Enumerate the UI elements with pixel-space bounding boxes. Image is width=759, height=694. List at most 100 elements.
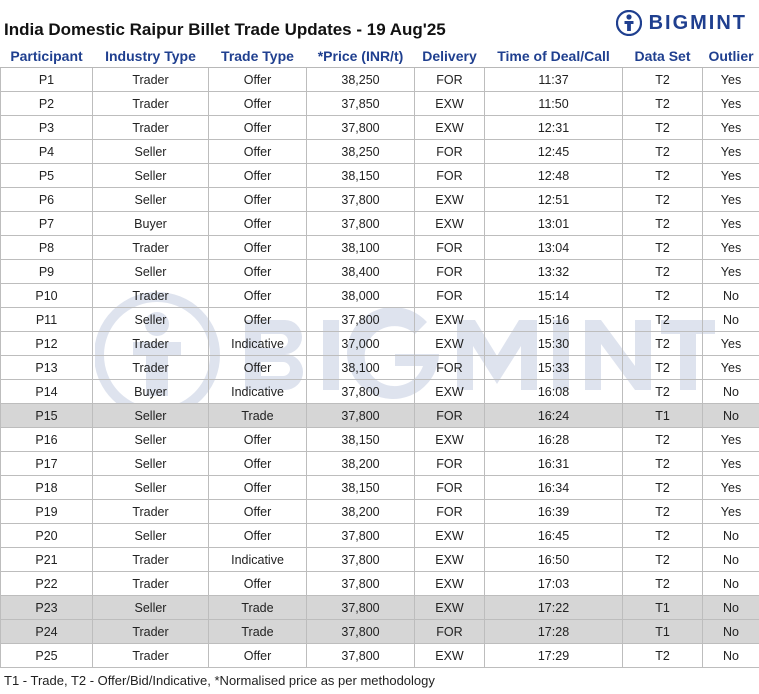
cell-participant: P1 — [0, 67, 93, 92]
table-row: P17 Seller Offer 38,200 FOR 16:31 T2 Yes — [0, 451, 759, 476]
page-title: India Domestic Raipur Billet Trade Updat… — [4, 20, 446, 39]
trade-table: Participant Industry Type Trade Type *Pr… — [0, 45, 759, 668]
cell-outlier: Yes — [702, 187, 759, 212]
cell-price: 38,150 — [306, 163, 415, 188]
cell-industry-type: Trader — [92, 571, 209, 596]
cell-data-set: T2 — [622, 115, 703, 140]
cell-outlier: Yes — [702, 259, 759, 284]
cell-participant: P3 — [0, 115, 93, 140]
cell-trade-type: Offer — [208, 307, 307, 332]
cell-outlier: Yes — [702, 67, 759, 92]
cell-industry-type: Seller — [92, 427, 209, 452]
cell-trade-type: Offer — [208, 523, 307, 548]
cell-participant: P17 — [0, 451, 93, 476]
cell-participant: P6 — [0, 187, 93, 212]
cell-data-set: T2 — [622, 67, 703, 92]
table-row: P5 Seller Offer 38,150 FOR 12:48 T2 Yes — [0, 163, 759, 188]
table-header-row: Participant Industry Type Trade Type *Pr… — [0, 45, 759, 68]
table-row: P19 Trader Offer 38,200 FOR 16:39 T2 Yes — [0, 499, 759, 524]
header-industry-type: Industry Type — [92, 45, 209, 68]
cell-price: 37,800 — [306, 211, 415, 236]
cell-industry-type: Trader — [92, 355, 209, 380]
cell-price: 38,200 — [306, 451, 415, 476]
cell-participant: P5 — [0, 163, 93, 188]
cell-outlier: Yes — [702, 211, 759, 236]
cell-trade-type: Offer — [208, 163, 307, 188]
cell-delivery: EXW — [414, 643, 485, 668]
cell-price: 38,100 — [306, 235, 415, 260]
cell-price: 38,000 — [306, 283, 415, 308]
table-row: P6 Seller Offer 37,800 EXW 12:51 T2 Yes — [0, 187, 759, 212]
cell-data-set: T2 — [622, 331, 703, 356]
header-trade-type: Trade Type — [208, 45, 307, 68]
cell-industry-type: Trader — [92, 331, 209, 356]
cell-time: 11:50 — [484, 91, 623, 116]
cell-data-set: T2 — [622, 379, 703, 404]
cell-time: 17:22 — [484, 595, 623, 620]
cell-data-set: T2 — [622, 499, 703, 524]
cell-trade-type: Offer — [208, 283, 307, 308]
bigmint-logo-icon — [615, 10, 642, 36]
table-row: P24 Trader Trade 37,800 FOR 17:28 T1 No — [0, 619, 759, 644]
cell-delivery: EXW — [414, 595, 485, 620]
cell-delivery: EXW — [414, 523, 485, 548]
cell-data-set: T2 — [622, 355, 703, 380]
cell-outlier: Yes — [702, 355, 759, 380]
cell-outlier: No — [702, 523, 759, 548]
cell-price: 37,800 — [306, 643, 415, 668]
header-delivery: Delivery — [414, 45, 485, 68]
table-row: P11 Seller Offer 37,800 EXW 15:16 T2 No — [0, 307, 759, 332]
table-row: P23 Seller Trade 37,800 EXW 17:22 T1 No — [0, 595, 759, 620]
cell-delivery: FOR — [414, 163, 485, 188]
cell-trade-type: Offer — [208, 451, 307, 476]
cell-delivery: FOR — [414, 619, 485, 644]
cell-participant: P13 — [0, 355, 93, 380]
cell-trade-type: Offer — [208, 115, 307, 140]
header-participant: Participant — [0, 45, 93, 68]
table-row: P25 Trader Offer 37,800 EXW 17:29 T2 No — [0, 643, 759, 668]
cell-participant: P20 — [0, 523, 93, 548]
header-time: Time of Deal/Call — [484, 45, 623, 68]
cell-time: 16:34 — [484, 475, 623, 500]
cell-industry-type: Trader — [92, 283, 209, 308]
cell-trade-type: Offer — [208, 355, 307, 380]
cell-industry-type: Seller — [92, 307, 209, 332]
cell-industry-type: Trader — [92, 235, 209, 260]
cell-price: 38,150 — [306, 475, 415, 500]
cell-outlier: No — [702, 571, 759, 596]
cell-time: 11:37 — [484, 67, 623, 92]
cell-price: 38,250 — [306, 139, 415, 164]
table-row: P2 Trader Offer 37,850 EXW 11:50 T2 Yes — [0, 91, 759, 116]
cell-industry-type: Seller — [92, 403, 209, 428]
cell-delivery: EXW — [414, 211, 485, 236]
table-row: P1 Trader Offer 38,250 FOR 11:37 T2 Yes — [0, 67, 759, 92]
cell-price: 37,800 — [306, 523, 415, 548]
cell-outlier: No — [702, 619, 759, 644]
cell-delivery: FOR — [414, 235, 485, 260]
cell-data-set: T2 — [622, 163, 703, 188]
cell-participant: P15 — [0, 403, 93, 428]
table-row: P13 Trader Offer 38,100 FOR 15:33 T2 Yes — [0, 355, 759, 380]
cell-industry-type: Seller — [92, 259, 209, 284]
cell-trade-type: Trade — [208, 403, 307, 428]
cell-outlier: No — [702, 379, 759, 404]
cell-delivery: FOR — [414, 403, 485, 428]
cell-data-set: T1 — [622, 619, 703, 644]
cell-delivery: EXW — [414, 187, 485, 212]
cell-delivery: EXW — [414, 571, 485, 596]
footnote: T1 - Trade, T2 - Offer/Bid/Indicative, *… — [4, 673, 435, 688]
table-row: P9 Seller Offer 38,400 FOR 13:32 T2 Yes — [0, 259, 759, 284]
cell-delivery: FOR — [414, 139, 485, 164]
cell-delivery: FOR — [414, 475, 485, 500]
cell-price: 37,800 — [306, 379, 415, 404]
cell-price: 37,800 — [306, 307, 415, 332]
cell-outlier: No — [702, 283, 759, 308]
cell-time: 15:33 — [484, 355, 623, 380]
cell-outlier: Yes — [702, 139, 759, 164]
cell-outlier: No — [702, 403, 759, 428]
cell-outlier: Yes — [702, 163, 759, 188]
cell-time: 16:50 — [484, 547, 623, 572]
table-row: P22 Trader Offer 37,800 EXW 17:03 T2 No — [0, 571, 759, 596]
cell-delivery: FOR — [414, 259, 485, 284]
cell-outlier: Yes — [702, 475, 759, 500]
